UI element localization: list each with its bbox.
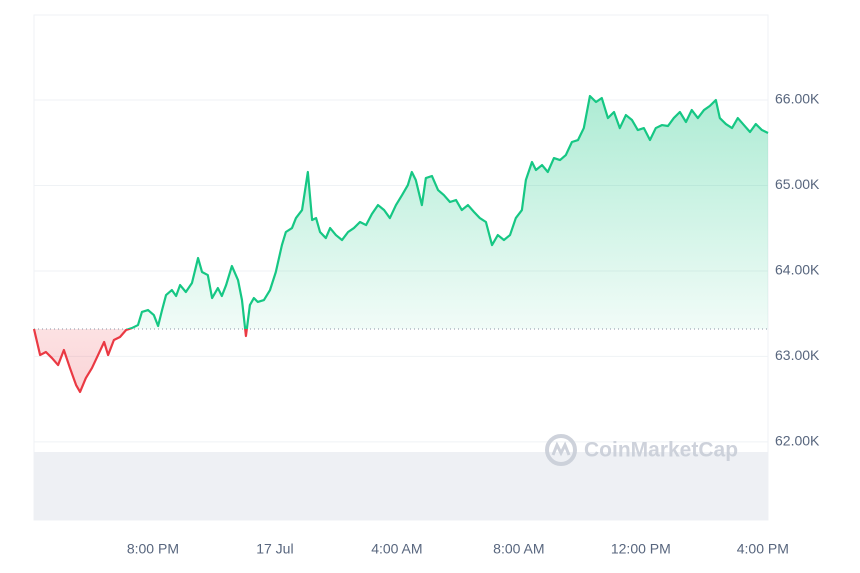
area <box>34 96 768 392</box>
y-tick-label: 65.00K <box>775 176 820 192</box>
watermark: CoinMarketCap <box>545 434 738 466</box>
y-tick-label: 64.00K <box>775 262 820 278</box>
x-tick-label: 8:00 AM <box>493 541 544 557</box>
x-tick-label: 4:00 PM <box>737 541 789 557</box>
volume-area <box>34 452 768 520</box>
x-tick-label: 12:00 PM <box>611 541 671 557</box>
watermark-text: CoinMarketCap <box>584 439 738 462</box>
watermark-logo-mark <box>551 441 571 457</box>
y-tick-label: 62.00K <box>775 433 820 449</box>
y-tick-label: 66.00K <box>775 91 820 107</box>
x-tick-label: 4:00 AM <box>371 541 422 557</box>
price-line <box>32 94 769 394</box>
x-tick-label: 17 Jul <box>256 541 293 557</box>
x-tick-label: 8:00 PM <box>127 541 179 557</box>
watermark-logo <box>545 434 577 466</box>
y-tick-label: 63.00K <box>775 347 820 363</box>
